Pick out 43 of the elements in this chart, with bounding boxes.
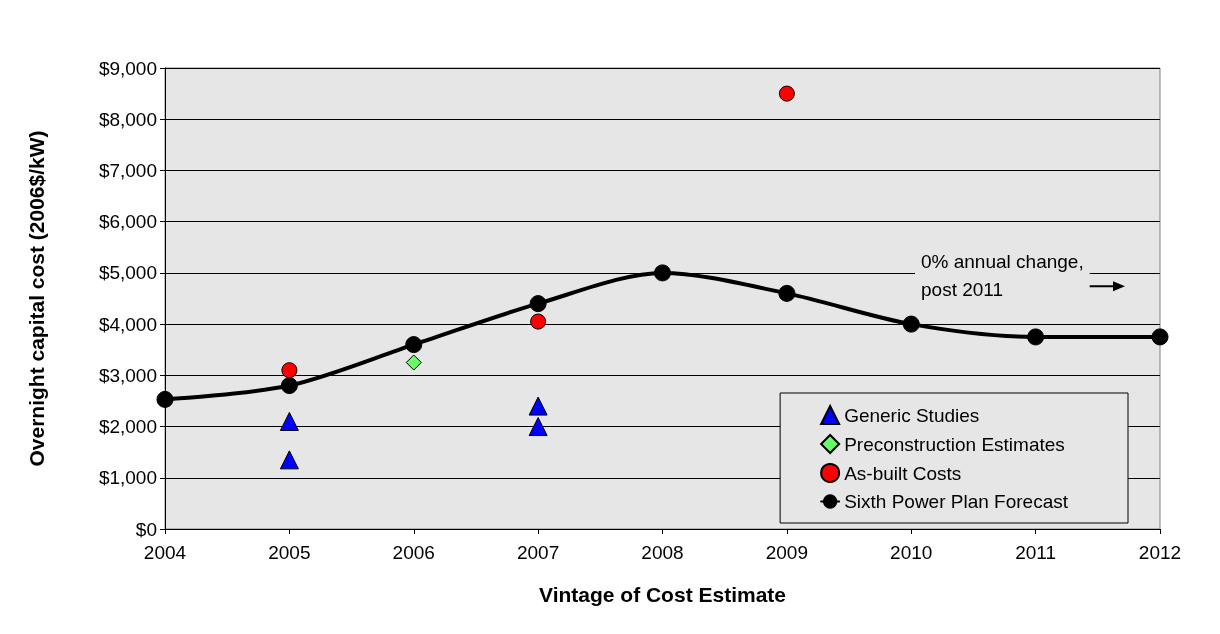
y-tick-label: $2,000 xyxy=(98,416,157,438)
point xyxy=(1027,328,1045,346)
x-tick-label: 2005 xyxy=(268,542,311,563)
point xyxy=(902,315,920,333)
x-tick-label: 2008 xyxy=(641,542,684,563)
x-tick-label: 2009 xyxy=(765,542,809,563)
x-tick-label: 2004 xyxy=(143,542,187,563)
x-tick-label: 2007 xyxy=(516,542,560,563)
legend-label: Sixth Power Plan Forecast xyxy=(844,491,1069,512)
y-tick-label: $6,000 xyxy=(98,211,157,233)
legend-label: Preconstruction Estimates xyxy=(844,433,1065,455)
point xyxy=(529,295,547,313)
y-tick-label: $8,000 xyxy=(98,108,157,130)
y-tick-label: $0 xyxy=(135,518,157,540)
point xyxy=(778,85,795,102)
y-tick-label: $3,000 xyxy=(98,364,157,386)
point xyxy=(281,362,298,379)
point xyxy=(778,284,796,302)
y-axis-title: Overnight capital cost (2006$/kW) xyxy=(25,130,48,467)
point xyxy=(280,377,298,395)
y-tick-label: $7,000 xyxy=(98,159,157,181)
y-tick-label: $9,000 xyxy=(98,57,157,79)
point xyxy=(654,264,671,282)
x-tick-label: 2006 xyxy=(392,542,435,563)
x-tick-label: 2011 xyxy=(1015,542,1057,563)
point xyxy=(279,411,299,431)
x-axis-title: Vintage of Cost Estimate xyxy=(539,583,786,606)
y-tick-label: $4,000 xyxy=(98,313,157,335)
x-tick-label: 2012 xyxy=(1138,542,1182,563)
point xyxy=(1151,328,1169,346)
point xyxy=(405,354,422,371)
point xyxy=(156,390,174,408)
point xyxy=(530,313,547,330)
y-tick-label: $5,000 xyxy=(98,262,157,284)
point xyxy=(279,450,299,470)
point xyxy=(405,336,423,354)
legend-label: As-built Costs xyxy=(844,462,962,484)
annotation: 0% annual change, post 2011 xyxy=(921,250,1084,300)
y-tick-label: $1,000 xyxy=(98,467,157,489)
point xyxy=(528,396,548,416)
x-tick-label: 2010 xyxy=(890,542,933,563)
point xyxy=(528,417,548,437)
legend-label: Generic Studies xyxy=(844,404,980,426)
